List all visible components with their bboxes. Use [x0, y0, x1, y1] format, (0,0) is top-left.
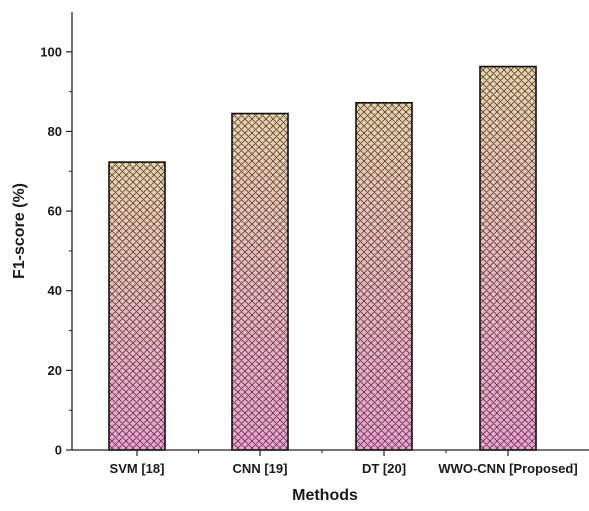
x-axis-title: Methods	[292, 487, 358, 504]
x-axis-ticks: SVM [18] CNN [19] DT [20] WWO-CNN [Proposed…	[110, 450, 578, 476]
bar-hatch	[355, 101, 413, 451]
y-tick-label: 40	[48, 283, 62, 298]
bar	[231, 112, 289, 451]
bar-hatch	[108, 161, 166, 451]
x-tick-label: DT [20]	[362, 461, 406, 476]
y-tick-label: 100	[40, 44, 62, 59]
x-tick-label: WWO-CNN [Proposed]	[438, 461, 577, 476]
x-tick-label: CNN [19]	[233, 461, 288, 476]
bar	[108, 161, 166, 451]
y-axis-title: F1-score (%)	[11, 183, 28, 279]
y-tick-label: 80	[48, 124, 62, 139]
plot-area	[108, 65, 537, 451]
y-tick-label: 0	[55, 443, 62, 458]
y-axis-ticks: 0 20 40 60 80 100	[40, 44, 72, 458]
y-tick-label: 20	[48, 363, 62, 378]
bar-hatch	[479, 65, 537, 451]
y-tick-label: 60	[48, 204, 62, 219]
bar	[355, 101, 413, 451]
x-tick-label: SVM [18]	[110, 461, 165, 476]
bar-hatch	[231, 112, 289, 451]
bar	[479, 65, 537, 451]
